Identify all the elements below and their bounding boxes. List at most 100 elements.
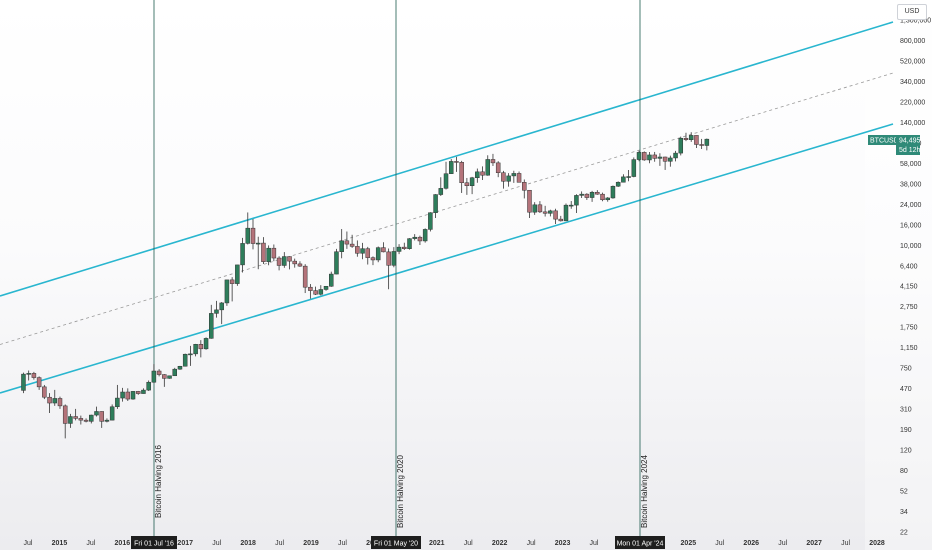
candle[interactable] [428,212,433,230]
candle[interactable] [276,257,282,266]
candle[interactable] [433,194,438,213]
candle[interactable] [683,137,689,140]
candle[interactable] [329,273,334,287]
candle[interactable] [261,242,266,262]
candle[interactable] [615,181,621,187]
candle[interactable] [668,157,673,162]
candle[interactable] [203,338,209,350]
candle[interactable] [224,279,230,304]
candle[interactable] [480,171,485,176]
candle[interactable] [214,309,219,314]
candle[interactable] [370,257,376,261]
price-axis[interactable] [865,0,932,550]
candle[interactable] [490,159,496,164]
candle[interactable] [574,195,579,206]
candle[interactable] [94,411,99,416]
candle[interactable] [563,204,569,222]
candle[interactable] [647,154,652,161]
candle[interactable] [704,138,710,146]
candle[interactable] [516,173,522,183]
candle[interactable] [198,344,204,350]
candle[interactable] [657,156,663,159]
candle[interactable] [391,251,397,266]
candle[interactable] [219,302,224,311]
candle[interactable] [21,373,26,391]
candle[interactable] [36,377,42,388]
candle[interactable] [115,397,120,408]
candle[interactable] [381,247,386,253]
candle[interactable] [287,256,292,262]
candle[interactable] [109,406,115,421]
candle[interactable] [605,197,610,201]
candle[interactable] [193,344,198,355]
candle[interactable] [542,211,548,214]
candle[interactable] [62,405,68,424]
candle[interactable] [68,416,73,424]
candle[interactable] [344,240,350,245]
candle[interactable] [266,247,271,262]
candle[interactable] [694,135,699,145]
candle[interactable] [255,242,261,245]
candle[interactable] [600,193,605,201]
candle[interactable] [532,204,537,213]
candle[interactable] [579,193,584,196]
candle[interactable] [589,191,595,198]
candle[interactable] [282,256,287,266]
candle[interactable] [125,391,131,400]
candle[interactable] [522,182,527,191]
candle[interactable] [250,227,256,244]
candle[interactable] [485,159,490,176]
candle[interactable] [631,159,637,177]
candle[interactable] [308,286,313,291]
candle[interactable] [141,389,146,394]
candle[interactable] [151,370,157,383]
candle[interactable] [386,251,391,266]
candle[interactable] [104,419,110,422]
candle[interactable] [459,162,464,183]
price-tag[interactable] [896,135,920,155]
candle[interactable] [323,286,329,290]
candle[interactable] [469,177,475,186]
candle[interactable] [407,238,412,249]
candle[interactable] [26,373,31,375]
candle[interactable] [83,419,89,422]
candle[interactable] [595,191,600,195]
candle[interactable] [662,156,668,162]
candle[interactable] [584,193,590,198]
candle[interactable] [47,396,52,404]
candle[interactable] [475,171,480,178]
candle[interactable] [339,240,344,252]
currency-label[interactable]: USD [897,4,927,20]
candle[interactable] [678,137,684,154]
channel-lower-line[interactable] [0,123,894,394]
candle[interactable] [349,243,355,247]
candle[interactable] [673,152,678,159]
candle[interactable] [396,246,402,252]
candle[interactable] [297,263,303,267]
candle[interactable] [73,416,78,419]
candle[interactable] [245,227,251,244]
candle[interactable] [537,204,543,213]
candle[interactable] [177,365,183,370]
channel-upper-line[interactable] [0,21,894,297]
candle[interactable] [271,247,277,259]
candle[interactable] [240,243,245,266]
candle[interactable] [209,313,214,339]
candle[interactable] [31,373,37,378]
candle[interactable] [626,176,631,178]
candle[interactable] [688,135,694,140]
candle[interactable] [172,368,177,377]
candle[interactable] [448,161,454,174]
candle[interactable] [360,248,365,254]
candle[interactable] [78,418,84,421]
candle[interactable] [135,391,141,394]
candle[interactable] [355,246,360,254]
candle[interactable] [527,189,532,213]
candle[interactable] [438,188,444,195]
symbol-tag[interactable] [868,135,896,145]
candle[interactable] [443,173,449,189]
candle[interactable] [402,246,407,249]
candle[interactable] [182,353,188,367]
candle[interactable] [610,185,616,199]
